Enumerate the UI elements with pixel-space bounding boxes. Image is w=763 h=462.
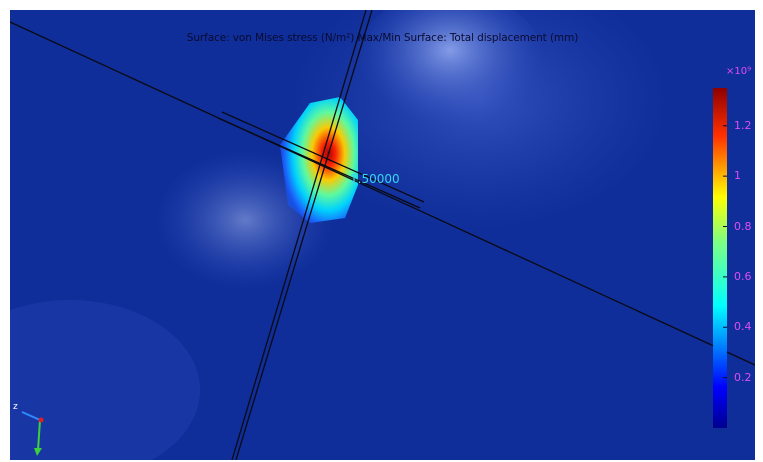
colorbar-tick-label: 1 <box>734 169 741 183</box>
geometry-edges <box>10 10 755 460</box>
graphics-viewport[interactable]: Surface: von Mises stress (N/m²) Max/Min… <box>10 10 755 460</box>
axis-triad <box>21 411 44 456</box>
colorbar-tick-label: 0.6 <box>734 269 752 283</box>
colorbar-tick-label: 0.2 <box>734 370 752 384</box>
plot-title: Surface: von Mises stress (N/m²) Max/Min… <box>186 32 579 44</box>
colorbar-tick-label: 0.4 <box>734 320 752 334</box>
colorbar-exponent: ×10⁹ <box>726 66 752 77</box>
displacement-annotation: 1.50000 <box>350 172 400 186</box>
colorbar-tick-label: 1.2 <box>734 118 752 132</box>
stress-hotspot <box>280 97 358 223</box>
color-legend-bar <box>713 88 727 428</box>
plot-canvas[interactable] <box>10 10 755 460</box>
colorbar-tick-label: 0.8 <box>734 219 752 233</box>
axis-z-label: z <box>13 402 18 412</box>
